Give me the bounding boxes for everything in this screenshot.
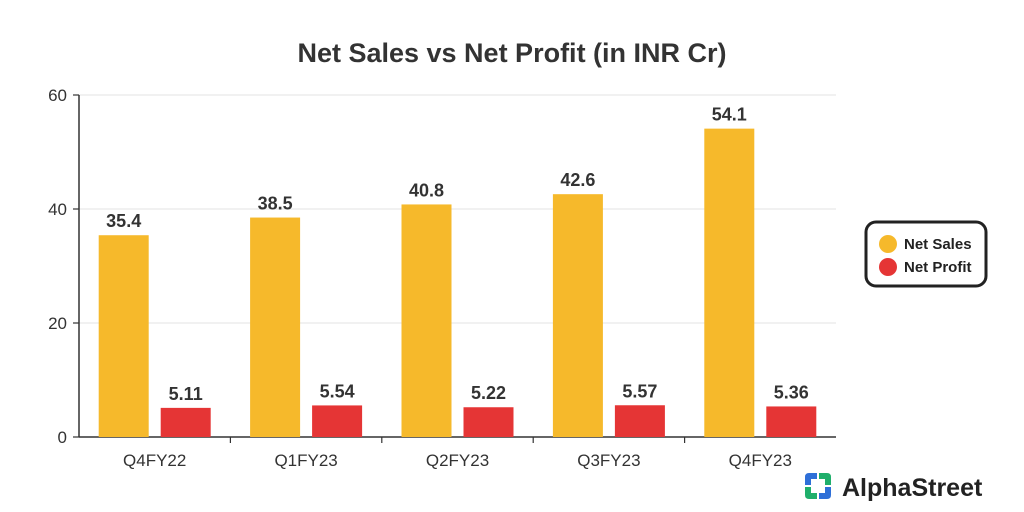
data-label: 40.8	[409, 180, 444, 200]
data-label: 42.6	[560, 170, 595, 190]
y-tick-label: 0	[58, 428, 67, 447]
data-label: 5.54	[320, 381, 355, 401]
alphastreet-logo-icon	[805, 473, 831, 499]
bar-net-profit	[160, 407, 211, 437]
chart-title: Net Sales vs Net Profit (in INR Cr)	[297, 38, 726, 68]
data-label: 5.57	[622, 381, 657, 401]
legend-swatch-net-profit	[879, 258, 897, 276]
legend-box	[864, 220, 988, 288]
bars	[98, 128, 817, 437]
bar-net-profit	[766, 406, 817, 437]
x-tick-label: Q1FY23	[274, 451, 337, 470]
brand-logo: AlphaStreet	[805, 473, 983, 502]
brand-name: AlphaStreet	[842, 474, 983, 502]
legend-label-net-sales: Net Sales	[904, 236, 972, 253]
x-tick-label: Q4FY22	[123, 451, 186, 470]
y-tick-label: 40	[48, 200, 67, 219]
bar-net-sales	[401, 204, 452, 437]
data-label: 5.11	[169, 384, 203, 404]
bar-net-sales	[98, 235, 149, 437]
bar-net-sales	[704, 128, 755, 437]
data-label: 38.5	[258, 194, 293, 214]
y-tick-label: 60	[48, 86, 67, 105]
legend-swatch-net-sales	[879, 235, 897, 253]
legend-label-net-profit: Net Profit	[904, 259, 972, 276]
x-tick-label: Q4FY23	[729, 451, 792, 470]
legend: Net Sales Net Profit	[864, 220, 988, 288]
x-tick-label: Q2FY23	[426, 451, 489, 470]
x-tick-label: Q3FY23	[577, 451, 640, 470]
data-label: 54.1	[712, 105, 747, 125]
bar-net-sales	[250, 217, 301, 437]
bar-net-profit	[312, 405, 363, 437]
y-tick-label: 20	[48, 314, 67, 333]
bar-net-profit	[614, 405, 665, 437]
data-label: 5.22	[471, 383, 506, 403]
data-label: 5.36	[774, 382, 809, 402]
data-label: 35.4	[106, 211, 141, 231]
data-labels: 35.4 5.11 38.5 5.54 40.8 5.22 42.6 5.57 54.1 5.36	[106, 105, 809, 404]
bar-net-sales	[552, 194, 603, 437]
bar-net-profit	[463, 407, 514, 437]
